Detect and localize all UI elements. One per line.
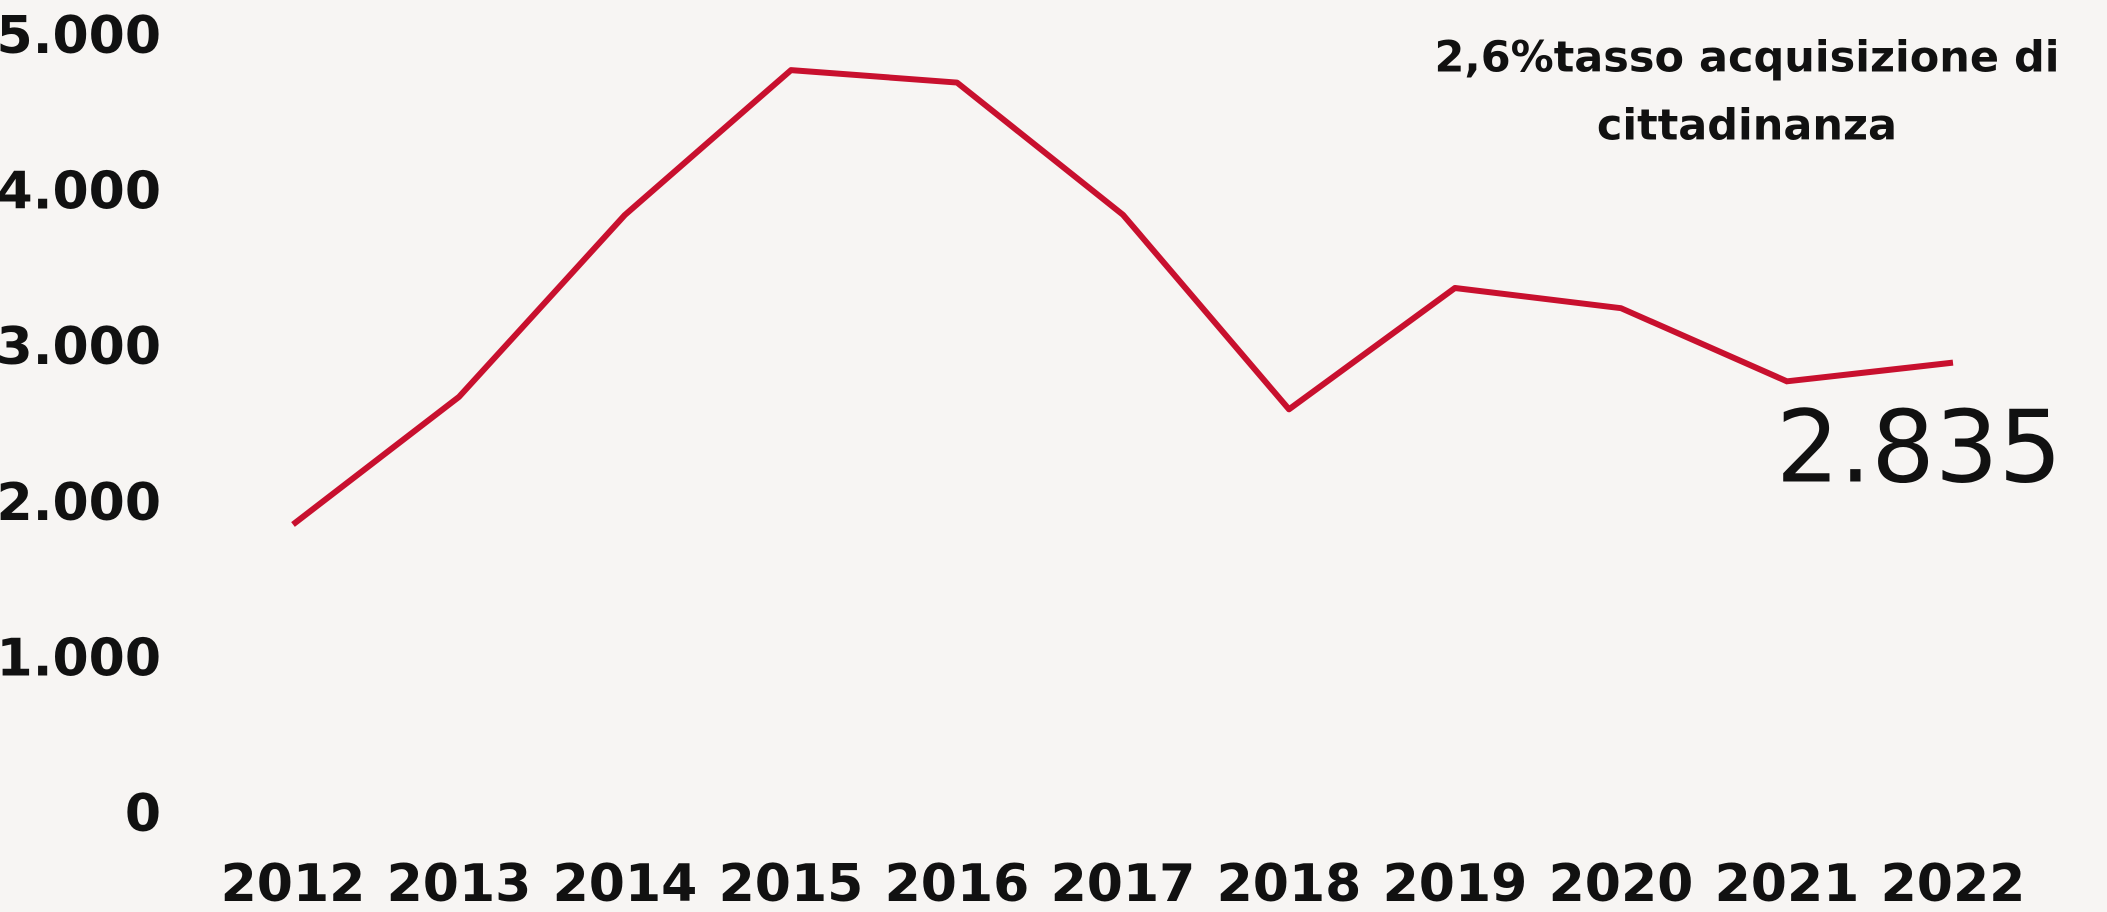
x-tick-label: 2016	[885, 854, 1030, 912]
x-tick-label: 2018	[1217, 854, 1362, 912]
annotation: 2,6%tasso acquisizione di	[1434, 33, 2059, 83]
value-annotation: 2.835	[1776, 388, 2062, 505]
y-tick-label: 5.000	[0, 6, 161, 66]
x-tick-label: 2021	[1715, 854, 1860, 912]
x-tick-label: 2022	[1881, 854, 2026, 912]
x-tick-label: 2012	[221, 854, 366, 912]
y-tick-label: 3.000	[0, 317, 161, 377]
x-tick-label: 2014	[553, 854, 698, 912]
y-tick-label: 4.000	[0, 162, 161, 222]
annotation: cittadinanza	[1597, 101, 1897, 151]
x-tick-label: 2015	[719, 854, 864, 912]
line	[291, 67, 1954, 527]
x-tick-label: 2019	[1383, 854, 1528, 912]
x-tick-label: 2013	[387, 854, 532, 912]
y-tick-label: 1.000	[0, 628, 161, 688]
x-tick-label: 2017	[1051, 854, 1196, 912]
y-tick-label: 2.000	[0, 473, 161, 533]
y-tick-label: 0	[125, 784, 161, 844]
x-tick-label: 2020	[1549, 854, 1694, 912]
